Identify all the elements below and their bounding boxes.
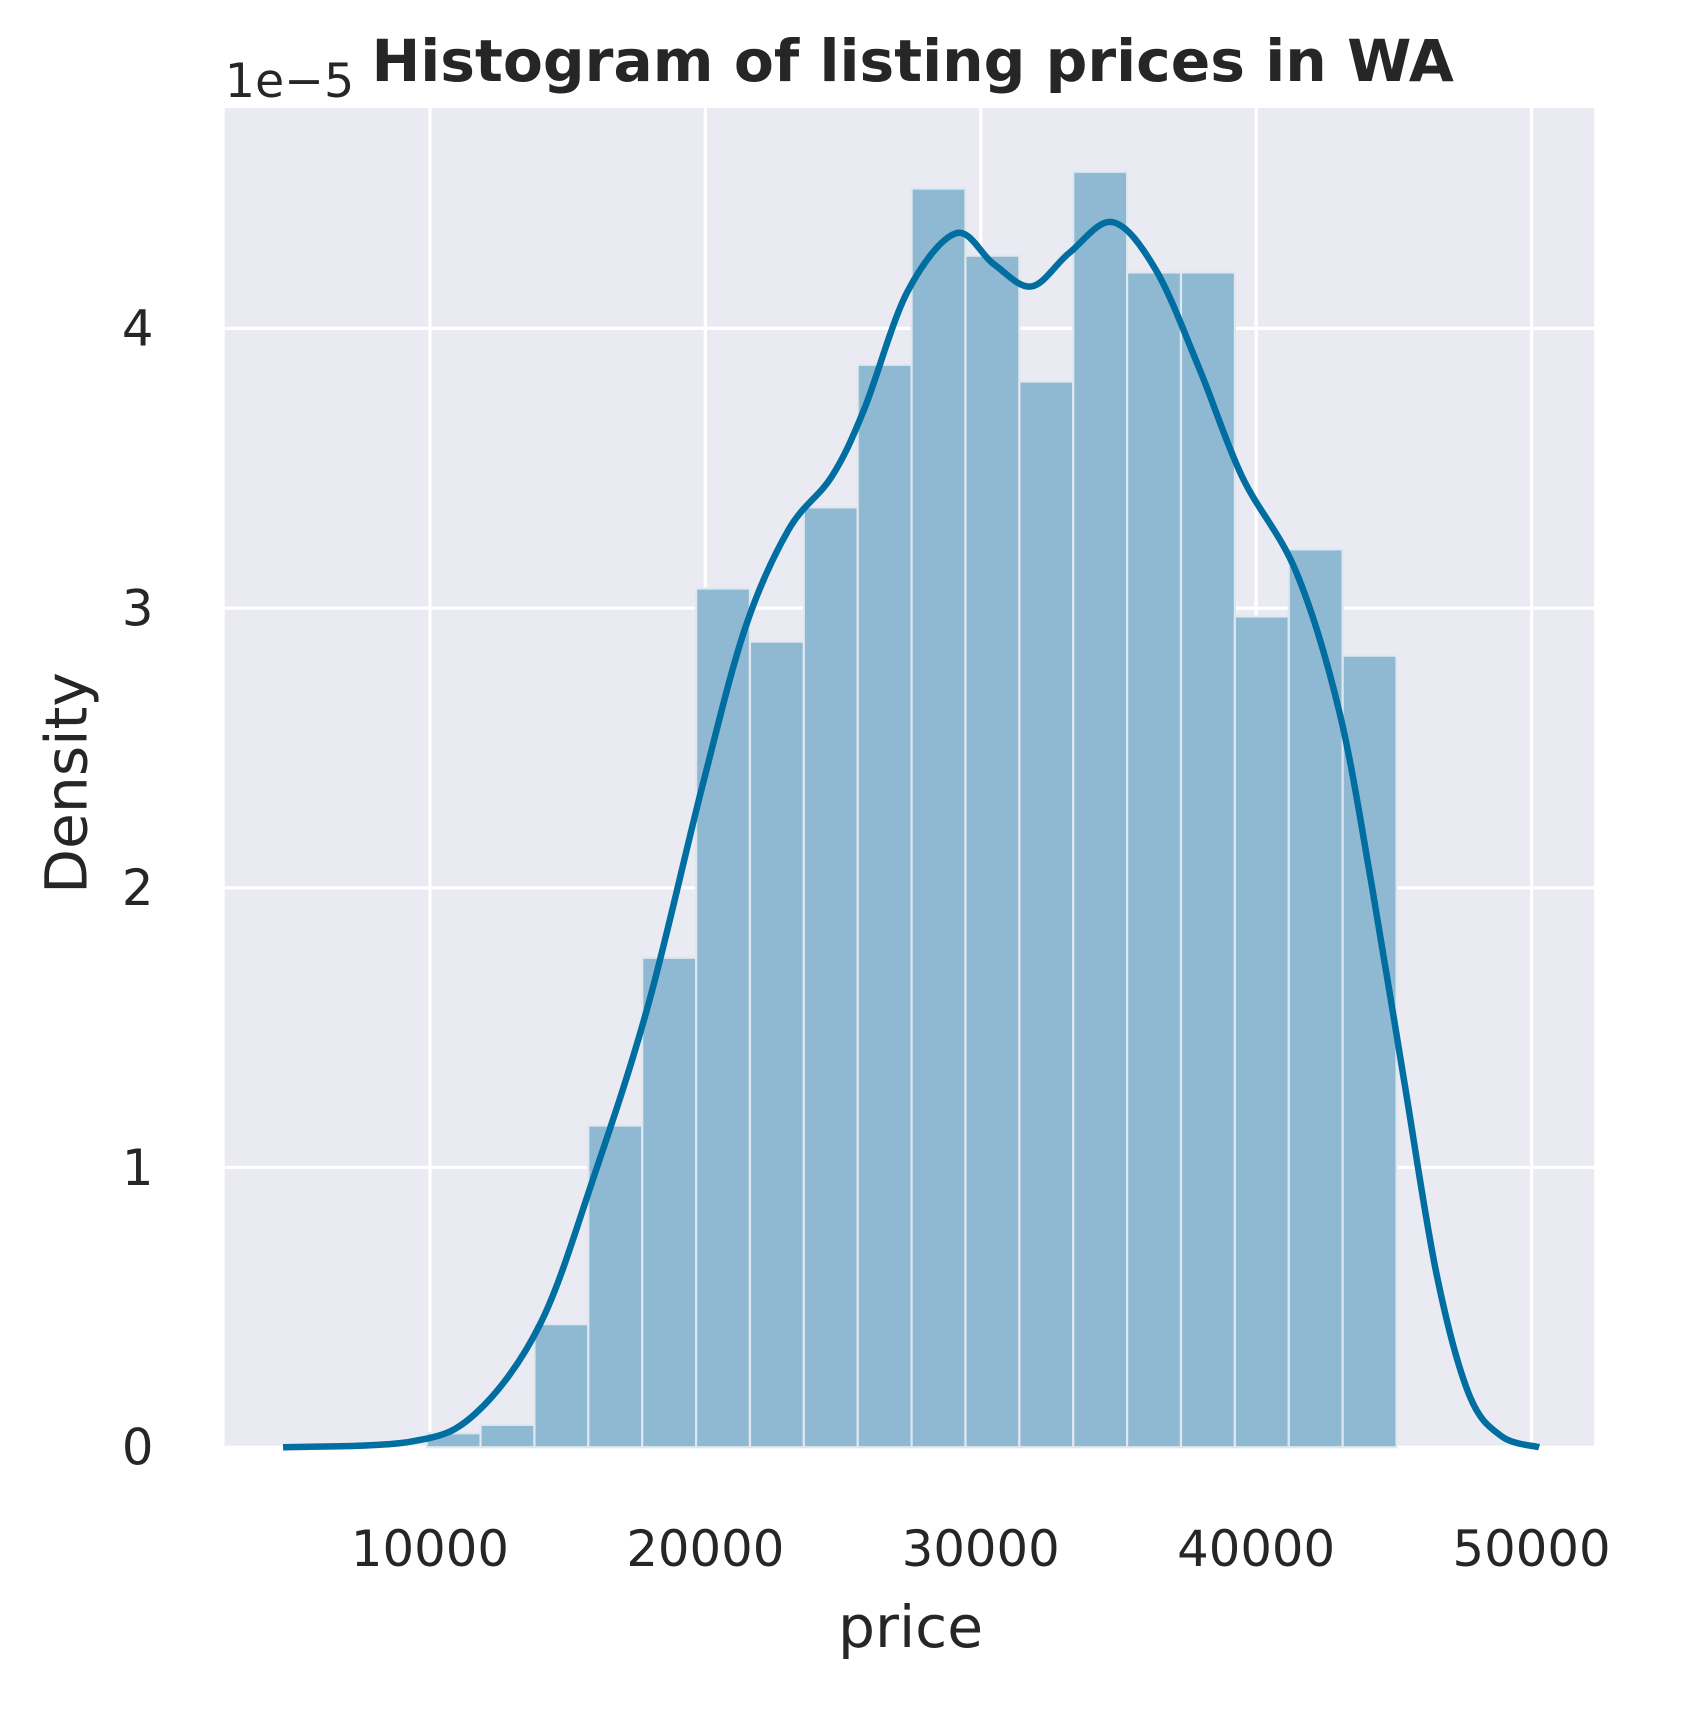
y-tick-label: 1	[122, 1139, 154, 1197]
bar	[694, 587, 752, 1449]
x-tick-label: 10000	[351, 1520, 509, 1578]
bar	[748, 640, 805, 1449]
bar	[1126, 271, 1183, 1449]
chart-title: Histogram of listing prices in WA	[371, 27, 1453, 95]
kde-line	[282, 218, 1541, 1451]
bar	[533, 1323, 590, 1449]
bar	[964, 254, 1021, 1449]
y-axis-label: Density	[32, 672, 100, 894]
y-tick-label: 3	[122, 579, 154, 637]
x-tick-label: 30000	[902, 1520, 1060, 1578]
bar	[479, 1423, 536, 1449]
x-tick-label: 20000	[626, 1520, 784, 1578]
x-tick-label: 50000	[1453, 1520, 1611, 1578]
bar	[910, 187, 967, 1449]
bar	[1018, 380, 1075, 1449]
y-offset-label: 1e−5	[225, 54, 355, 109]
bar	[1072, 170, 1129, 1449]
y-tick-label: 2	[122, 859, 154, 917]
bar	[1233, 615, 1290, 1449]
bar	[641, 956, 698, 1449]
bar	[802, 506, 859, 1449]
y-tick-label: 4	[122, 300, 154, 358]
x-axis-label: price	[838, 1593, 983, 1661]
bar	[856, 363, 913, 1449]
bar	[1179, 271, 1236, 1449]
bar	[587, 1124, 644, 1449]
y-tick-label: 0	[122, 1419, 154, 1477]
x-tick-label: 40000	[1177, 1520, 1335, 1578]
